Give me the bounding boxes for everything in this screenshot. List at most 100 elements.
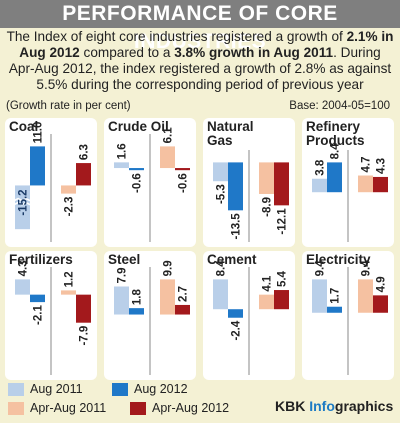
value-label: 1.6 [117, 143, 129, 159]
value-label: -0.6 [132, 173, 144, 193]
legend-swatch-apr-aug-2012 [130, 402, 146, 415]
value-label: -12.1 [277, 208, 289, 235]
bar-apr-aug-2011 [358, 175, 373, 193]
bar-apr-aug-2012 [76, 163, 91, 186]
value-label: 6.3 [79, 144, 91, 160]
chart-panel-title: Electricity [306, 252, 371, 267]
chart-panel-title: Crude Oil [108, 119, 169, 134]
bar-apr-aug-2011 [61, 185, 76, 194]
bar-apr-aug-2012 [373, 295, 388, 313]
base-note: Base: 2004-05=100 [289, 100, 390, 112]
chart-panel-plot: 9.41.79.44.9 [312, 260, 388, 375]
bar-aug-2012 [228, 162, 243, 211]
intro-text: The Index of eight core industries regis… [6, 29, 394, 93]
bar-apr-aug-2012 [175, 304, 190, 315]
value-label: -2.1 [33, 305, 45, 325]
value-label: 6.1 [163, 127, 175, 144]
value-label: 11.0 [33, 122, 45, 144]
bar-apr-aug-2011 [259, 162, 274, 194]
chart-panel-steel: Steel 7.9 1.8 9.9 2.7 [104, 251, 196, 380]
legend-label-aug-2011: Aug 2011 [30, 382, 83, 396]
bar-aug-2012 [129, 168, 144, 171]
legend-swatch-aug-2011 [8, 383, 24, 396]
intro-part-1: The Index of eight core industries regis… [6, 29, 347, 44]
value-label: 4.3 [376, 158, 388, 174]
legend-label-apr-aug-2011: Apr-Aug 2011 [30, 401, 107, 415]
bar-aug-2011 [312, 178, 327, 193]
intro-highlight-2: 3.8% growth in Aug 2011 [174, 45, 334, 60]
bar-aug-2011 [213, 279, 228, 310]
bar-apr-aug-2011 [61, 290, 76, 295]
chart-panel-title: Natural Gas [207, 119, 254, 148]
intro-part-2: compared to a [79, 45, 175, 60]
page-title: PERFORMANCE OF CORE INDUSTRIES [0, 0, 400, 53]
value-label: 4.9 [376, 276, 388, 292]
bar-apr-aug-2011 [160, 279, 175, 315]
chart-panel-title: Refinery Products [306, 119, 365, 148]
value-label: -5.3 [216, 184, 228, 204]
intro-part-3: . During Apr-Aug 2012, the index registe… [8, 45, 392, 92]
chart-panel-plot: -15.2 11.0 -2.3 6.3 [13, 122, 91, 242]
bar-aug-2011 [15, 279, 30, 295]
chart-panel-fertilizers: Fertilizers 4.3 -2.1 1.2 -7.9 [5, 251, 97, 380]
value-label: 9.4 [315, 260, 327, 277]
bar-aug-2011 [114, 162, 129, 169]
intro-highlight-1: 2.1% in Aug 2012 [19, 29, 394, 60]
bar-apr-aug-2012 [274, 162, 289, 206]
chart-panel-refinery-products: Refinery Products 3.8 8.4 4.7 4.3 [302, 118, 394, 247]
value-label: 1.2 [64, 271, 76, 287]
value-label: -2.4 [231, 320, 243, 340]
bar-aug-2011 [213, 162, 228, 182]
chart-panel-plot: 8.4 -2.4 4.1 5.4 [213, 260, 289, 375]
value-label: 1.8 [132, 289, 144, 306]
bar-aug-2012 [228, 309, 243, 318]
value-label: -7.9 [79, 326, 91, 346]
unit-line: (Growth rate in per cent) Base: 2004-05=… [6, 99, 394, 113]
axis-break-mark [13, 201, 31, 206]
bar-apr-aug-2012 [175, 168, 190, 171]
bar-aug-2011 [312, 279, 327, 313]
legend-swatch-aug-2012 [112, 383, 128, 396]
credit-brand: KBK [275, 398, 306, 414]
chart-panel-plot: 4.3 -2.1 1.2 -7.9 [15, 260, 91, 375]
chart-panel-plot: 3.88.4 4.7 4.3 [312, 143, 388, 242]
value-label: 2.7 [178, 286, 190, 302]
bar-apr-aug-2011 [259, 294, 274, 310]
bar-aug-2012 [30, 146, 45, 186]
value-label: 4.3 [18, 260, 30, 276]
credit-logo: KBK Infographics [275, 397, 393, 415]
value-label: 7.9 [117, 267, 129, 283]
legend-label-aug-2012: Aug 2012 [134, 382, 188, 396]
value-label: -0.6 [178, 173, 190, 193]
chart-panel-natural-gas: Natural Gas -5.3 -13.5 -8.9 -12.1 [203, 118, 295, 247]
axis-break-mark [13, 197, 31, 202]
credit-rest: graphics [334, 398, 394, 414]
value-label: 9.9 [163, 260, 175, 276]
bar-apr-aug-2012 [76, 294, 91, 323]
value-label: 4.7 [361, 157, 373, 173]
bar-apr-aug-2012 [274, 290, 289, 310]
chart-panel-electricity: Electricity 9.4 1.7 9.4 4.9 [302, 251, 394, 380]
value-label: 5.4 [277, 270, 289, 287]
value-label: 8.4 [216, 260, 228, 277]
value-label: 1.7 [330, 288, 342, 304]
value-label: 8.4 [330, 143, 342, 160]
value-label: -2.3 [64, 197, 76, 217]
bar-apr-aug-2012 [373, 176, 388, 193]
bar-aug-2012 [327, 306, 342, 313]
chart-panel-plot: -5.3-13.5 -8.9-12.1 [213, 150, 289, 242]
bar-aug-2012 [129, 308, 144, 315]
chart-panel-crude-oil: Crude Oil 1.6 -0.6 6.1 -0.6 [104, 118, 196, 247]
chart-panel-coal: Coal -15.2 11.0 -2.3 6.3 [5, 118, 97, 247]
legend-label-apr-aug-2012: Apr-Aug 2012 [152, 401, 230, 415]
value-label: -15.2 [18, 189, 30, 215]
chart-panel-title: Fertilizers [9, 252, 73, 267]
value-label: -13.5 [231, 213, 243, 240]
bar-aug-2011 [114, 286, 129, 315]
value-label: 3.8 [315, 159, 327, 176]
bar-apr-aug-2011 [358, 279, 373, 313]
bar-apr-aug-2011 [160, 146, 175, 169]
chart-panel-cement: Cement 8.4 -2.4 4.1 5.4 [203, 251, 295, 380]
credit-accent: Info [309, 398, 335, 414]
bar-aug-2012 [327, 162, 342, 193]
